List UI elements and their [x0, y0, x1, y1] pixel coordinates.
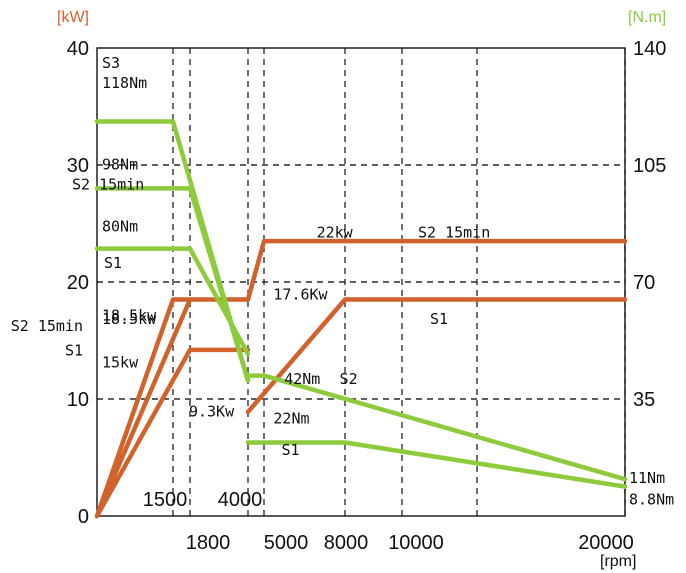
- y-left-tick-label: 0: [78, 506, 89, 528]
- axis-labels: 0 10 20 30 40 35 70 105 140 [kW] [N.m] [rpm] 1800 500…: [57, 9, 666, 570]
- power-line-power-s1: [94, 347, 251, 519]
- power-line-power-s1-15min: [94, 297, 193, 519]
- annotation-label: 15kw: [102, 353, 139, 371]
- annotation-label: S1: [104, 254, 122, 272]
- y-right-tick-label: 70: [633, 272, 655, 294]
- x-inner-label: 4000: [218, 489, 263, 511]
- y-right-tick-label: 140: [633, 38, 666, 60]
- annotation-label: S1: [430, 310, 448, 328]
- y-left-tick-label: 20: [67, 272, 89, 294]
- y-right-unit: [N.m]: [628, 9, 666, 26]
- y-left-tick-label: 30: [67, 155, 89, 177]
- annotation-label: 17.6Kw: [273, 286, 328, 304]
- annotation-label: S2 15min: [418, 224, 490, 242]
- annotation-label: 22Nm: [273, 410, 309, 428]
- x-tick-label: 1800: [186, 532, 231, 554]
- power-line-power-s1-b: [245, 297, 628, 415]
- y-right-tick-label: 105: [633, 155, 666, 177]
- torque-line-torque-s1: [94, 246, 251, 357]
- x-tick-label: 20000: [578, 532, 634, 554]
- annotation-label: S2: [340, 370, 358, 388]
- x-axis-unit: [rpm]: [600, 553, 636, 570]
- annotation-label: 9.3Kw: [189, 403, 235, 421]
- y-left-unit: [kW]: [57, 9, 89, 26]
- annotation-label: 98Nm: [102, 156, 138, 174]
- annotation-label: 42Nm: [284, 370, 320, 388]
- outside-label: S2 15min: [11, 317, 83, 335]
- torque-line-torque-s1-high: [245, 440, 628, 489]
- x-tick-label: 5000: [264, 532, 309, 554]
- annotation-label: 18.5kw: [102, 310, 157, 328]
- annotation-label: S1: [282, 441, 300, 459]
- annotation-label: S2 15min: [72, 176, 144, 194]
- series-layer: [94, 119, 628, 519]
- y-left-tick-label: 10: [67, 389, 89, 411]
- power-line-power-s2: [94, 238, 628, 519]
- annotation-label: 22kw: [317, 224, 354, 242]
- annotation-label: 8.8Nm: [629, 490, 674, 508]
- plot-frame: [96, 47, 626, 517]
- x-tick-label: 10000: [388, 532, 444, 554]
- annotation-label: 18.5kw: [102, 307, 157, 325]
- annotation-label: 11Nm: [629, 469, 665, 487]
- annotations: S3 118Nm 98Nm S2 15min 80Nm S1 18.5kw 15kw 22kw S…: [11, 54, 674, 508]
- outside-label: S1: [65, 342, 83, 360]
- y-left-tick-label: 40: [67, 38, 89, 60]
- annotation-label: 80Nm: [102, 218, 138, 236]
- x-tick-label: 8000: [324, 532, 369, 554]
- annotation-label: S3: [102, 54, 120, 72]
- x-inner-label: 1500: [143, 489, 188, 511]
- torque-line-torque-s2-high: [245, 373, 628, 482]
- annotation-label: 118Nm: [102, 74, 147, 92]
- y-right-tick-label: 35: [633, 389, 655, 411]
